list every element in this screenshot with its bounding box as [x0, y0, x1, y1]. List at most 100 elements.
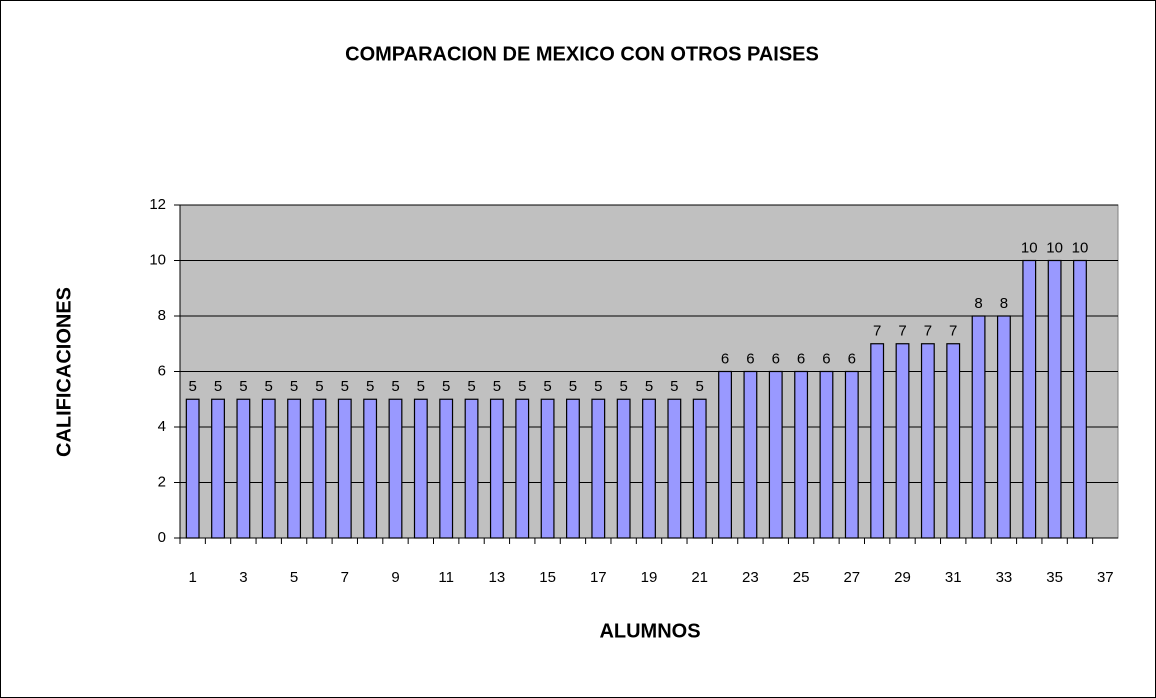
- data-label: 7: [924, 323, 932, 340]
- bar: [1047, 259, 1062, 539]
- data-label: 8: [974, 295, 982, 312]
- bar: [844, 370, 859, 539]
- data-label: 5: [670, 378, 678, 395]
- data-label: 6: [721, 350, 729, 367]
- x-tick-label: 23: [742, 569, 759, 586]
- x-tick-label: 11: [438, 569, 454, 586]
- data-label: 5: [290, 378, 298, 395]
- data-label: 5: [467, 378, 475, 395]
- bar: [616, 398, 631, 539]
- data-label: 10: [1021, 239, 1038, 256]
- x-tick-label: 27: [843, 569, 860, 586]
- bar: [211, 398, 225, 539]
- x-tick-label: 35: [1046, 569, 1063, 586]
- data-label: 5: [518, 378, 526, 395]
- y-tick-label: 8: [158, 307, 166, 324]
- bar: [540, 398, 555, 539]
- data-label: 5: [341, 378, 349, 395]
- bar: [287, 398, 302, 539]
- bar: [261, 398, 276, 539]
- data-label: 6: [772, 350, 780, 367]
- data-label: 5: [696, 378, 704, 395]
- data-label: 5: [417, 378, 425, 395]
- data-label: 5: [645, 378, 653, 395]
- data-label: 8: [1000, 295, 1008, 312]
- data-label: 5: [189, 378, 197, 395]
- bar: [1022, 259, 1037, 539]
- y-tick-label: 6: [158, 362, 166, 379]
- x-tick-label: 13: [489, 569, 506, 586]
- x-tick-label: 15: [539, 569, 556, 586]
- bar: [515, 398, 530, 539]
- data-label: 5: [391, 378, 399, 395]
- data-label: 6: [822, 350, 830, 367]
- bar: [718, 370, 732, 539]
- bar: [566, 398, 580, 539]
- x-tick-label: 5: [290, 569, 298, 586]
- data-label: 5: [265, 378, 273, 395]
- bar: [1073, 259, 1087, 539]
- y-tick-label: 0: [158, 529, 166, 546]
- y-tick-label: 12: [149, 196, 166, 213]
- bar: [337, 398, 352, 539]
- bar: [413, 398, 428, 539]
- bar: [971, 315, 986, 539]
- bar: [312, 398, 327, 539]
- x-tick-label: 21: [691, 569, 708, 586]
- data-label: 7: [949, 323, 957, 340]
- data-label: 5: [569, 378, 577, 395]
- bar: [185, 398, 200, 539]
- data-label: 7: [898, 323, 906, 340]
- data-label: 5: [442, 378, 450, 395]
- x-axis-title: ALUMNOS: [599, 620, 700, 642]
- bar: [920, 343, 935, 539]
- data-label: 5: [239, 378, 247, 395]
- data-label: 7: [873, 323, 881, 340]
- data-label: 5: [366, 378, 374, 395]
- bar: [464, 398, 479, 539]
- y-tick-label: 2: [158, 473, 166, 490]
- bar: [363, 398, 378, 539]
- bar: [768, 370, 783, 539]
- y-tick-label: 4: [158, 418, 166, 435]
- data-label: 10: [1072, 239, 1089, 256]
- bar: [388, 398, 403, 539]
- x-tick-label: 29: [894, 569, 911, 586]
- x-tick-label: 31: [945, 569, 962, 586]
- y-tick-label: 10: [149, 251, 166, 268]
- x-tick-label: 7: [341, 569, 349, 586]
- data-label: 5: [543, 378, 551, 395]
- y-axis-title: CALIFICACIONES: [53, 287, 75, 457]
- bar: [870, 343, 885, 539]
- bar: [743, 370, 758, 539]
- data-label: 5: [214, 378, 222, 395]
- data-label: 5: [619, 378, 627, 395]
- x-tick-label: 37: [1097, 569, 1114, 586]
- x-tick-label: 9: [391, 569, 399, 586]
- data-label: 5: [493, 378, 501, 395]
- bar: [439, 398, 454, 539]
- bar: [819, 370, 834, 539]
- chart-title: COMPARACION DE MEXICO CON OTROS PAISES: [345, 43, 819, 65]
- x-tick-label: 33: [996, 569, 1013, 586]
- data-label: 6: [848, 350, 856, 367]
- data-label: 10: [1046, 239, 1063, 256]
- bar: [794, 370, 809, 539]
- bar: [667, 398, 682, 539]
- data-label: 5: [315, 378, 323, 395]
- bar: [895, 343, 910, 539]
- x-tick-label: 25: [793, 569, 810, 586]
- x-tick-label: 19: [641, 569, 658, 586]
- data-label: 6: [797, 350, 805, 367]
- x-tick-label: 17: [590, 569, 607, 586]
- bar: [591, 398, 606, 539]
- x-tick-label: 3: [239, 569, 247, 586]
- bar: [236, 398, 251, 539]
- data-label: 6: [746, 350, 754, 367]
- bar: [996, 315, 1011, 539]
- x-tick-label: 1: [189, 569, 197, 586]
- bar: [642, 398, 656, 539]
- bar: [946, 343, 961, 539]
- bar: [489, 398, 504, 539]
